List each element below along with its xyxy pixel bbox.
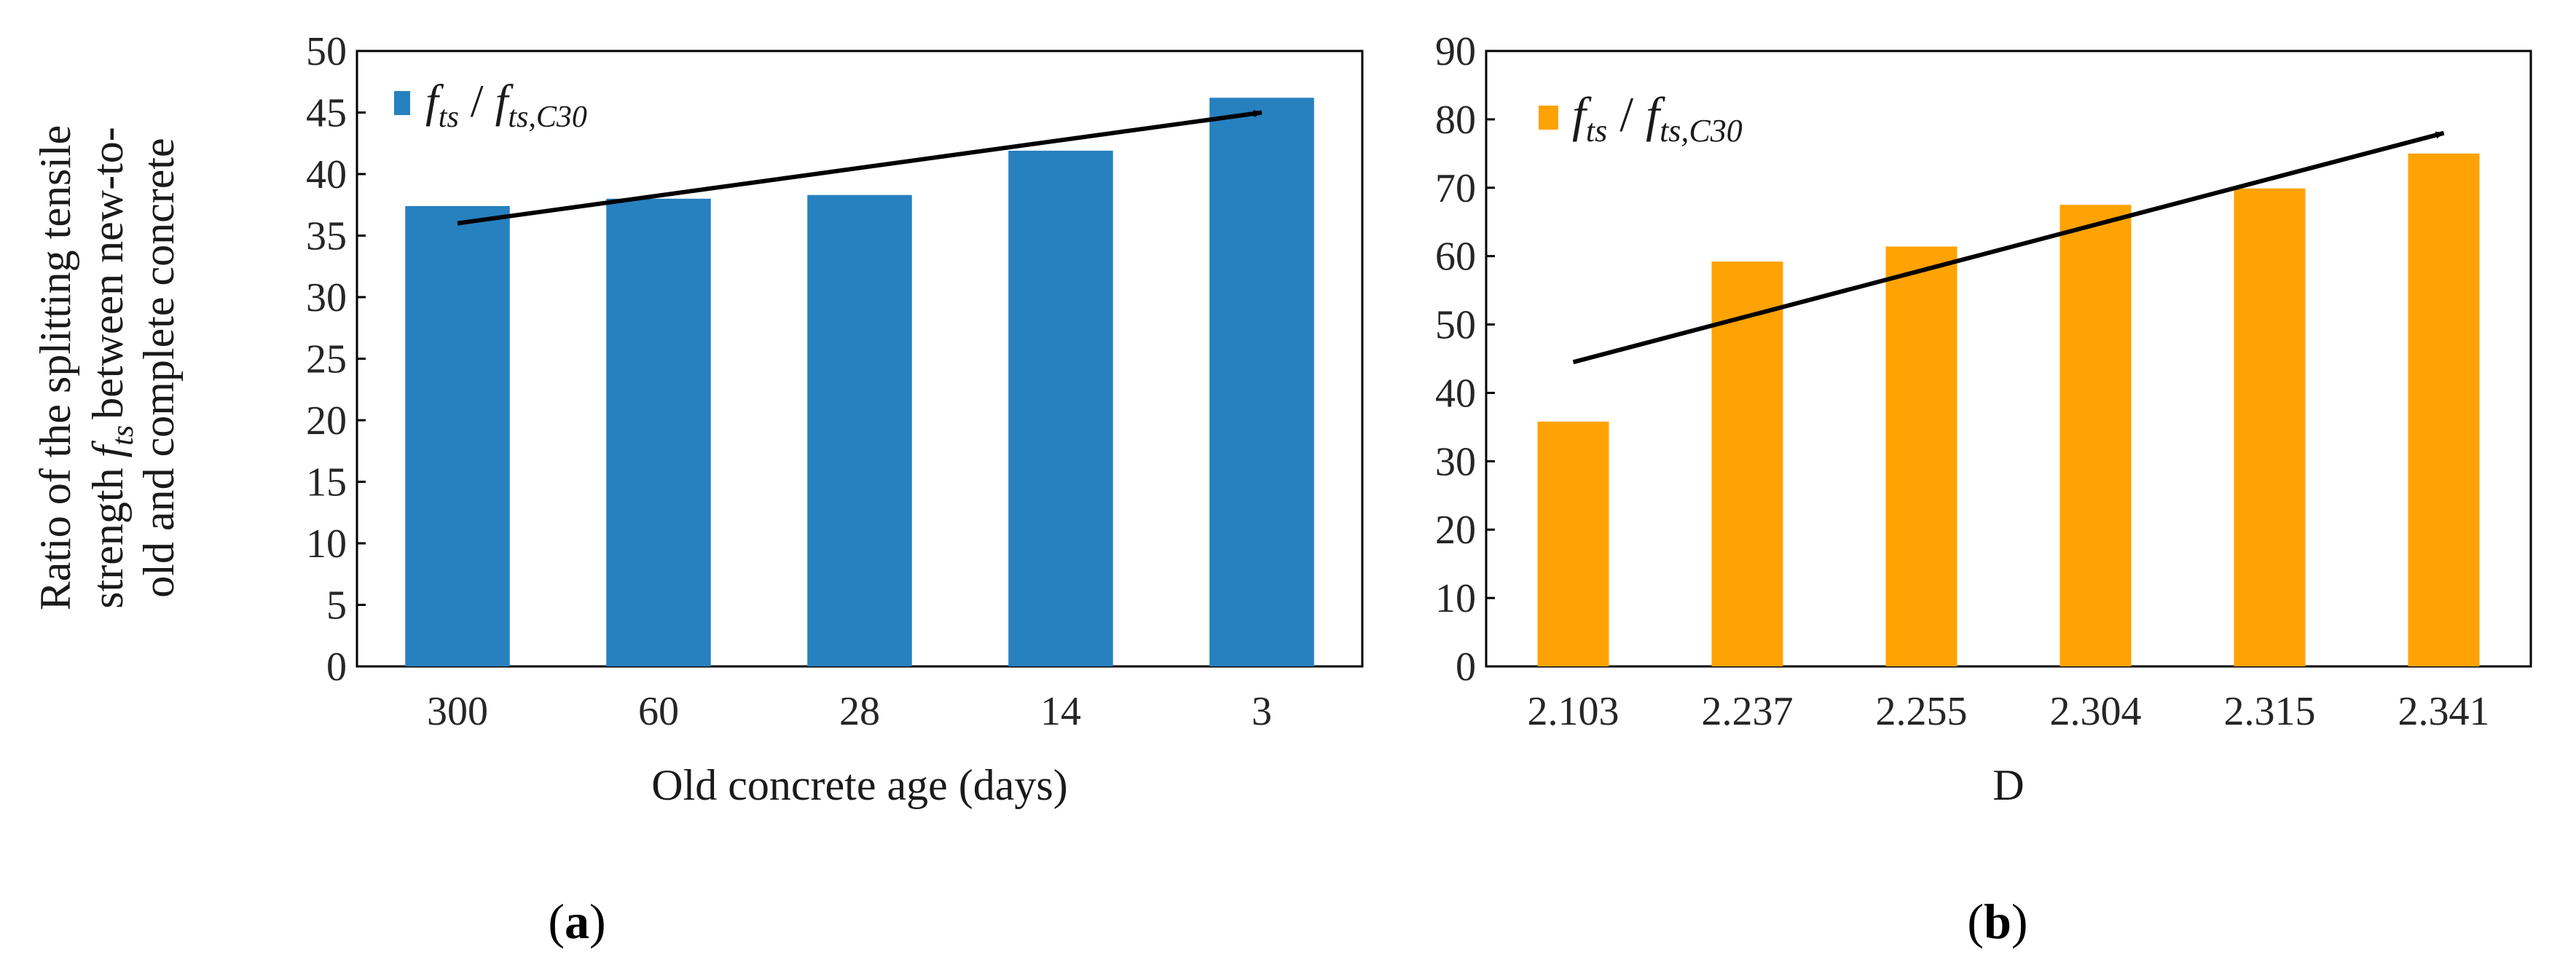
- legend-a-sub2: ts,C30: [508, 101, 587, 134]
- y-tick-label: 25: [306, 337, 347, 382]
- legend-a-sub1: ts: [439, 101, 459, 134]
- bar-a-300: [405, 205, 510, 666]
- bar-a-28: [807, 194, 912, 667]
- y-axis-title-line-2: strengthftsbetween new-to-: [84, 127, 140, 608]
- y-tick-label: 45: [306, 91, 347, 136]
- panel-a-trend-arrow: [457, 110, 1263, 226]
- panel-b-y-ticks: 0 10 20 30 40 50 60 70 80 90: [1435, 29, 1495, 690]
- x-tick-label: 2.255: [1876, 689, 1968, 734]
- bar-b-2.103: [1537, 421, 1609, 666]
- panel-b-label: (b): [1967, 894, 2027, 949]
- x-tick-label: 2.237: [1702, 689, 1794, 734]
- panel-a-label-letter: a: [565, 894, 589, 949]
- x-tick-label: 60: [638, 689, 679, 734]
- y-tick-label: 15: [306, 460, 347, 505]
- panel-b-legend: fts / fts,C30: [1539, 87, 1743, 149]
- panel-b-x-tick-labels: 2.103 2.237 2.255 2.304 2.315 2.341: [1528, 689, 2490, 734]
- panel-a: 0 5 10 15 20 25 30 35 40 45 50 300 60 28 14 3 fts / ft…: [306, 29, 1364, 949]
- y-tick-label: 0: [1456, 645, 1476, 690]
- y-tick-label: 10: [306, 521, 347, 567]
- x-tick-label: 2.341: [2398, 689, 2490, 734]
- panel-a-x-tick-labels: 300 60 28 14 3: [427, 689, 1272, 734]
- x-tick-label: 3: [1252, 689, 1272, 734]
- bar-a-60: [606, 198, 711, 666]
- panel-a-legend: fts / fts,C30: [394, 75, 587, 134]
- x-tick-label: 300: [427, 689, 488, 734]
- panel-a-legend-swatch: [394, 91, 410, 115]
- x-tick-label: 2.103: [1528, 689, 1619, 734]
- bar-b-2.315: [2234, 188, 2306, 666]
- panel-a-legend-label: fts / fts,C30: [425, 75, 587, 134]
- x-tick-label: 2.304: [2050, 689, 2142, 734]
- y-tick-label: 30: [1435, 439, 1476, 484]
- y-tick-label: 10: [1435, 576, 1476, 621]
- y-tick-label: 30: [306, 275, 347, 320]
- y-tick-label: 0: [326, 645, 347, 690]
- panel-b-label-letter: b: [1984, 894, 2011, 949]
- y-axis-title-line-1: Ratio of the splitting tensile: [31, 125, 79, 611]
- y-axis-title-line-2-rest: between new-to-: [84, 127, 132, 419]
- y-tick-label: 5: [326, 583, 347, 629]
- y-axis-title: Ratio of the splitting tensile strengthf…: [31, 125, 183, 611]
- bar-a-3: [1209, 98, 1314, 667]
- y-tick-label: 20: [306, 398, 347, 444]
- y-tick-label: 50: [1435, 303, 1476, 348]
- panel-b-x-axis-title: D: [1992, 761, 2024, 809]
- y-tick-label: 90: [1435, 29, 1476, 74]
- panel-b: 0 10 20 30 40 50 60 70 80 90 2.103 2.237 2.255 2.304…: [1435, 29, 2532, 949]
- panel-a-y-ticks: 0 5 10 15 20 25 30 35 40 45 50: [306, 29, 366, 690]
- legend-b-sub2: ts,C30: [1660, 113, 1743, 149]
- y-tick-label: 50: [306, 29, 347, 74]
- y-tick-label: 35: [306, 214, 347, 259]
- bar-a-14: [1008, 150, 1113, 666]
- y-tick-label: 40: [306, 152, 347, 197]
- panel-b-bars: [1537, 153, 2480, 667]
- bar-b-2.237: [1711, 261, 1783, 667]
- panel-b-trend-arrow: [1572, 130, 2445, 365]
- panel-a-bars: [405, 98, 1314, 667]
- legend-a-sep: /: [459, 75, 495, 127]
- x-tick-label: 14: [1040, 689, 1081, 734]
- bar-b-2.255: [1885, 246, 1957, 666]
- y-tick-label: 70: [1435, 166, 1476, 211]
- trend-arrow-line: [457, 110, 1263, 226]
- panel-b-plot-frame: [1485, 50, 2532, 668]
- y-axis-symbol-sub: ts: [106, 425, 140, 446]
- y-tick-label: 20: [1435, 508, 1476, 553]
- y-tick-label: 40: [1435, 371, 1476, 416]
- legend-b-sep: /: [1607, 87, 1646, 142]
- panel-a-x-axis-title: Old concrete age (days): [651, 761, 1067, 809]
- y-tick-label: 80: [1435, 98, 1476, 143]
- y-tick-label: 60: [1435, 235, 1476, 280]
- y-axis-title-line-3: old and complete concrete: [135, 138, 183, 597]
- bar-b-2.341: [2408, 153, 2480, 667]
- y-axis-title-line-2-word: strength: [84, 468, 132, 608]
- x-tick-label: 2.315: [2224, 689, 2316, 734]
- panel-b-legend-label: fts / fts,C30: [1572, 87, 1743, 149]
- x-tick-label: 28: [839, 689, 880, 734]
- panel-a-label: (a): [548, 894, 605, 949]
- bar-b-2.304: [2059, 205, 2132, 666]
- legend-b-sub1: ts: [1586, 113, 1607, 149]
- trend-arrow-line: [1572, 130, 2445, 365]
- panel-b-legend-swatch: [1539, 106, 1558, 130]
